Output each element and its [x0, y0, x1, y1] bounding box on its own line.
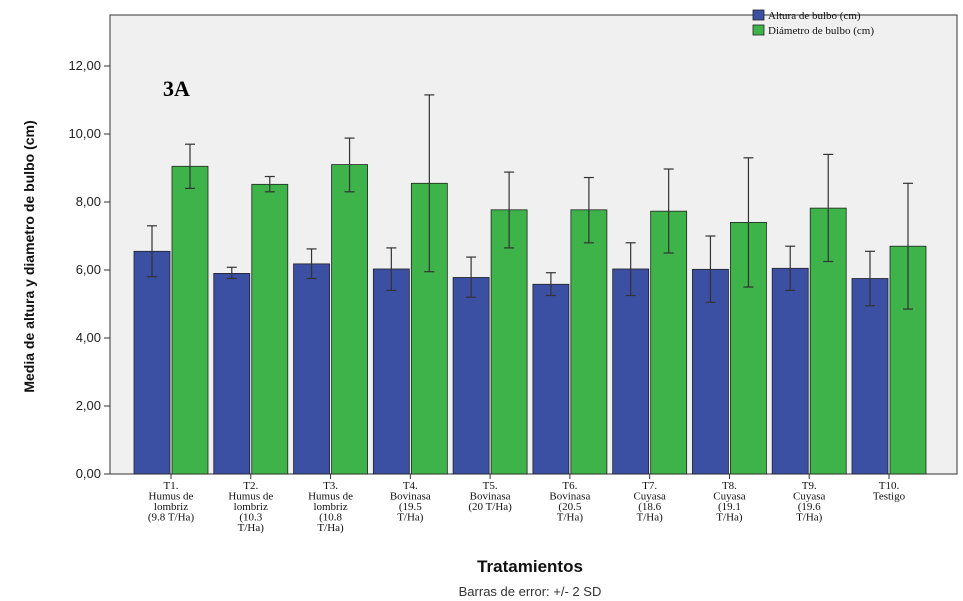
bar [570, 209, 608, 475]
x-tick-label: T6. Bovinasa (20.5 T/Ha) [549, 480, 590, 524]
bar [771, 267, 809, 475]
x-tick-label: T3. Humus de lombriz (10.8 T/Ha) [308, 480, 353, 534]
bar [851, 278, 889, 475]
bar [490, 209, 528, 475]
x-tick-label: T4. Bovinasa (19.5 T/Ha) [390, 480, 431, 524]
y-axis-title: Media de altura y diametro de bulbo (cm) [21, 120, 37, 392]
legend-swatch [752, 9, 765, 21]
legend-label: Diámetro de bulbo (cm) [768, 25, 874, 37]
y-tick-label: 0,00 [76, 466, 101, 481]
y-tick-label: 6,00 [76, 262, 101, 277]
y-tick-label: 2,00 [76, 398, 101, 413]
error-bar-footnote: Barras de error: +/- 2 SD [459, 584, 602, 599]
legend-label: Altura de bulbo (cm) [768, 10, 861, 22]
bar [612, 268, 650, 475]
bar [650, 210, 688, 475]
x-tick-label: T10. Testigo [873, 480, 906, 503]
y-tick-label: 8,00 [76, 194, 101, 209]
panel-label: 3A [163, 76, 190, 101]
bar [532, 283, 570, 475]
x-axis-title: Tratamientos [477, 557, 583, 576]
bar [213, 272, 251, 475]
bar [452, 277, 490, 475]
legend-swatch [752, 24, 765, 36]
x-tick-label: T5. Bovinasa (20 T/Ha) [468, 480, 512, 513]
bar [251, 183, 289, 475]
bar [372, 268, 410, 475]
bar [133, 250, 171, 475]
x-tick-label: T8. Cuyasa (19.1 T/Ha) [713, 480, 746, 524]
bar [692, 268, 729, 475]
x-tick-label: T2. Humus de lombriz (10.3 T/Ha) [228, 480, 273, 534]
bar [293, 263, 330, 475]
y-tick-label: 12,00 [68, 58, 101, 73]
y-tick-label: 10,00 [68, 126, 101, 141]
y-tick-label: 4,00 [76, 330, 101, 345]
x-tick-label: T7. Cuyasa (18.6 T/Ha) [633, 480, 666, 524]
x-tick-label: T9. Cuyasa (19.6 T/Ha) [793, 480, 826, 524]
x-tick-label: T1. Humus de lombriz (9.8 T/Ha) [148, 480, 195, 524]
bar [171, 165, 209, 475]
bar [331, 164, 368, 475]
